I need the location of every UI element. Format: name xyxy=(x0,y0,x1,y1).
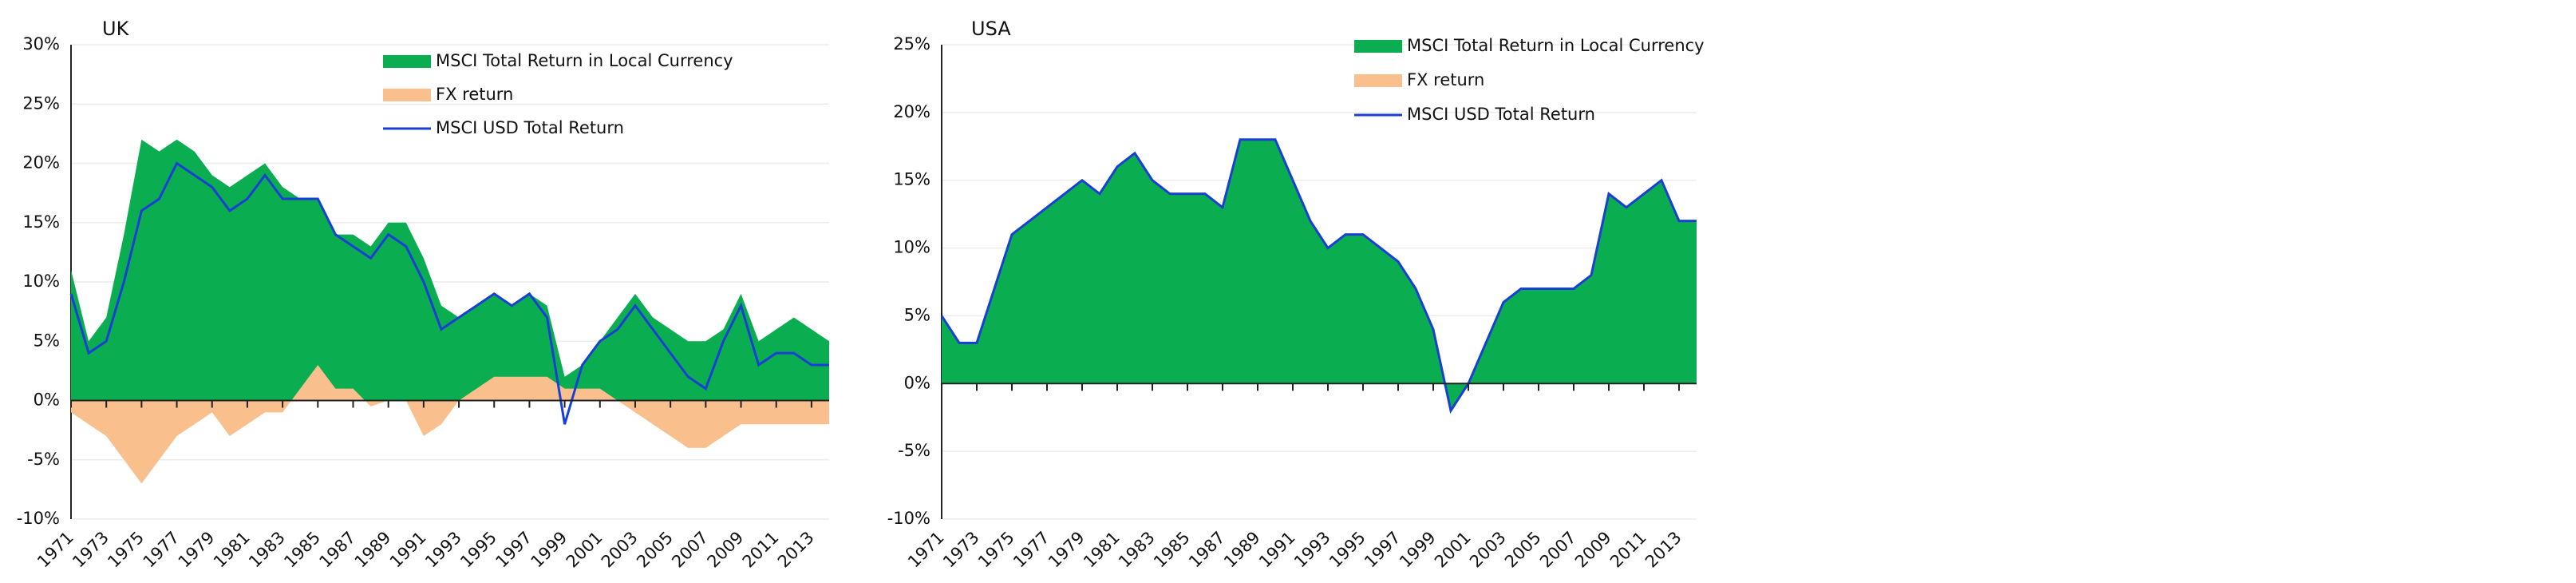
x-tick-label: 1981 xyxy=(210,528,254,572)
y-tick-label: 5% xyxy=(904,305,930,324)
x-tick-label: 1987 xyxy=(1185,528,1229,572)
area xyxy=(942,139,1697,411)
y-tick-label: 25% xyxy=(893,34,930,54)
x-tick-label: 1977 xyxy=(1009,528,1053,572)
y-tick-label: -5% xyxy=(898,441,930,460)
chart-title: USA xyxy=(971,18,1011,40)
line xyxy=(69,161,829,425)
x-tick-label: 2007 xyxy=(668,528,712,572)
x-tick-label: 1973 xyxy=(69,528,113,572)
x-tick-label: 1991 xyxy=(1255,528,1299,572)
x-tick-label: 2001 xyxy=(1431,528,1475,572)
y-tick-label: 10% xyxy=(22,272,60,291)
y-tick-label: 20% xyxy=(22,153,60,173)
legend-label: MSCI USD Total Return xyxy=(1407,105,1595,124)
y-tick-label: 10% xyxy=(893,238,930,257)
y-tick-label: 5% xyxy=(34,331,60,350)
x-tick-label: 1993 xyxy=(1290,528,1334,572)
x-tick-label: 1975 xyxy=(104,528,148,572)
y-tick-label: 20% xyxy=(893,102,930,121)
x-tick-label: 1999 xyxy=(527,528,571,572)
y-tick-label: -5% xyxy=(27,450,60,469)
legend-label: MSCI Total Return in Local Currency xyxy=(436,51,733,70)
x-tick-label: 1977 xyxy=(140,528,184,572)
x-tick-label: 2009 xyxy=(704,528,748,572)
x-tick-label: 2003 xyxy=(598,528,642,572)
x-tick-label: 2011 xyxy=(739,528,783,572)
x-tick-label: 1981 xyxy=(1080,528,1124,572)
x-tick-label: 1979 xyxy=(175,528,219,572)
legend-swatch xyxy=(383,55,431,68)
y-tick-label: 30% xyxy=(22,34,60,54)
y-tick-label: 0% xyxy=(904,373,930,392)
y-tick-label: -10% xyxy=(887,509,930,528)
chart-title: UK xyxy=(102,18,130,40)
legend-label: MSCI USD Total Return xyxy=(436,118,624,137)
area xyxy=(71,139,829,401)
x-tick-label: 1989 xyxy=(1220,528,1264,572)
x-tick-label: 1999 xyxy=(1396,528,1440,572)
legend-swatch xyxy=(383,89,431,101)
x-tick-label: 1993 xyxy=(421,528,465,572)
area xyxy=(71,364,829,484)
x-tick-label: 1971 xyxy=(34,528,77,572)
x-tick-label: 2013 xyxy=(1642,528,1685,572)
legend-label: FX return xyxy=(436,85,513,104)
x-tick-label: 1985 xyxy=(1150,528,1194,572)
y-tick-label: 15% xyxy=(22,212,60,232)
x-tick-label: 1995 xyxy=(456,528,500,572)
x-tick-label: 1973 xyxy=(939,528,983,572)
x-tick-label: 2005 xyxy=(633,528,677,572)
y-tick-label: 0% xyxy=(34,391,60,410)
legend-swatch xyxy=(1354,40,1402,53)
x-tick-label: 2001 xyxy=(563,528,606,572)
x-tick-label: 1987 xyxy=(315,528,359,572)
x-tick-label: 2005 xyxy=(1501,528,1545,572)
line xyxy=(940,138,1697,414)
x-tick-label: 1979 xyxy=(1045,528,1088,572)
x-tick-label: 1975 xyxy=(974,528,1018,572)
y-tick-label: -10% xyxy=(17,509,60,528)
x-tick-label: 2003 xyxy=(1466,528,1510,572)
legend-label: FX return xyxy=(1407,70,1484,89)
x-tick-label: 1997 xyxy=(492,528,535,572)
y-tick-label: 15% xyxy=(893,170,930,189)
x-tick-label: 1989 xyxy=(351,528,395,572)
legend-label: MSCI Total Return in Local Currency xyxy=(1407,36,1705,55)
x-tick-label: 1983 xyxy=(1115,528,1159,572)
x-tick-label: 2013 xyxy=(774,528,818,572)
x-tick-label: 2009 xyxy=(1571,528,1615,572)
x-tick-label: 1997 xyxy=(1361,528,1405,572)
x-tick-label: 1995 xyxy=(1326,528,1369,572)
x-tick-label: 1983 xyxy=(245,528,289,572)
x-tick-label: 2007 xyxy=(1536,528,1580,572)
y-tick-label: 25% xyxy=(22,93,60,113)
x-tick-label: 1991 xyxy=(386,528,430,572)
x-tick-label: 1985 xyxy=(280,528,324,572)
x-tick-label: 1971 xyxy=(904,528,948,572)
legend-swatch xyxy=(1354,74,1402,87)
x-tick-label: 2011 xyxy=(1606,528,1650,572)
